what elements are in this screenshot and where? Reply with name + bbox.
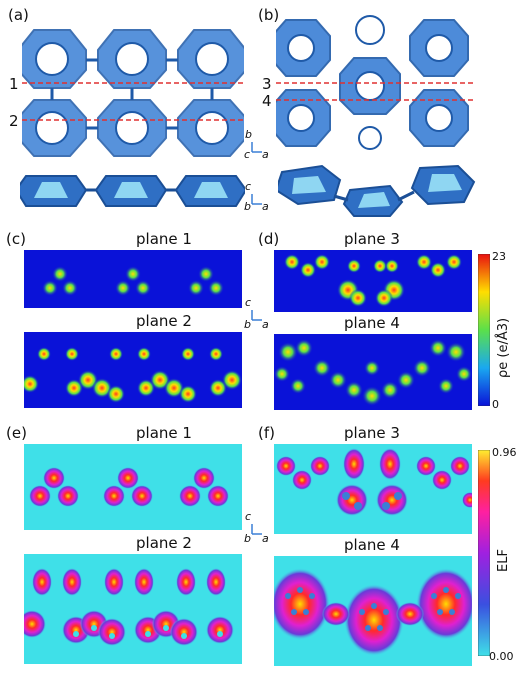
axis-arrows-cd <box>251 310 262 321</box>
colorbar-density-min: 0 <box>492 398 499 411</box>
axis-b-label-ef: b <box>244 532 251 545</box>
axis-c-label-ef: c <box>245 510 252 523</box>
structure-b-top <box>276 15 476 150</box>
colorbar-density-label: ρe (e/Å3) <box>496 317 511 378</box>
axis-b-label: b <box>245 128 252 141</box>
panel-label-f: (f) <box>258 424 275 442</box>
title-f-plane-3: plane 3 <box>344 424 400 442</box>
axis-arrows-top <box>251 142 262 153</box>
title-f-plane-4: plane 4 <box>344 536 400 554</box>
axis-b-label-2: b <box>244 200 251 213</box>
axis-a-label-ef: a <box>262 532 269 545</box>
panel-label-c: (c) <box>6 230 26 248</box>
density-map-plane-4 <box>274 334 472 410</box>
axis-a-label-cd: a <box>262 318 269 331</box>
axis-c-label: c <box>244 148 251 161</box>
title-c-plane-1: plane 1 <box>136 230 192 248</box>
elf-map-plane-1 <box>24 444 242 530</box>
panel-label-d: (d) <box>258 230 280 248</box>
title-d-plane-3: plane 3 <box>344 230 400 248</box>
colorbar-elf-min: 0.00 <box>489 650 514 663</box>
title-d-plane-4: plane 4 <box>344 314 400 332</box>
structure-a-top <box>22 29 244 157</box>
structure-a-side <box>20 175 245 207</box>
axis-b-label-cd: b <box>244 318 251 331</box>
plane-marker-1: 1 <box>9 75 19 93</box>
density-map-plane-3 <box>274 250 472 312</box>
title-e-plane-2: plane 2 <box>136 534 192 552</box>
axis-arrows-mid <box>251 194 262 205</box>
elf-map-plane-3 <box>274 444 472 534</box>
plane-marker-4: 4 <box>262 92 272 110</box>
axis-c-label-2: c <box>245 180 252 193</box>
axis-a-label-2: a <box>262 200 269 213</box>
panel-label-e: (e) <box>6 424 27 442</box>
colorbar-elf-max: 0.96 <box>492 446 517 459</box>
colorbar-density <box>478 254 490 406</box>
elf-map-plane-4 <box>274 556 472 666</box>
panel-label-a: (a) <box>8 6 29 24</box>
axis-a-label: a <box>262 148 269 161</box>
structure-b-side <box>278 164 476 217</box>
title-e-plane-1: plane 1 <box>136 424 192 442</box>
title-c-plane-2: plane 2 <box>136 312 192 330</box>
density-map-plane-1 <box>24 250 242 308</box>
plane-marker-3: 3 <box>262 75 272 93</box>
elf-map-plane-2 <box>24 554 242 664</box>
colorbar-elf-label: ELF <box>496 549 511 572</box>
colorbar-density-max: 23 <box>492 250 506 263</box>
density-map-plane-2 <box>24 332 242 408</box>
axis-c-label-cd: c <box>245 296 252 309</box>
axis-arrows-ef <box>251 524 262 535</box>
plane-marker-2: 2 <box>9 112 19 130</box>
colorbar-elf <box>478 450 490 656</box>
panel-label-b: (b) <box>258 6 280 24</box>
